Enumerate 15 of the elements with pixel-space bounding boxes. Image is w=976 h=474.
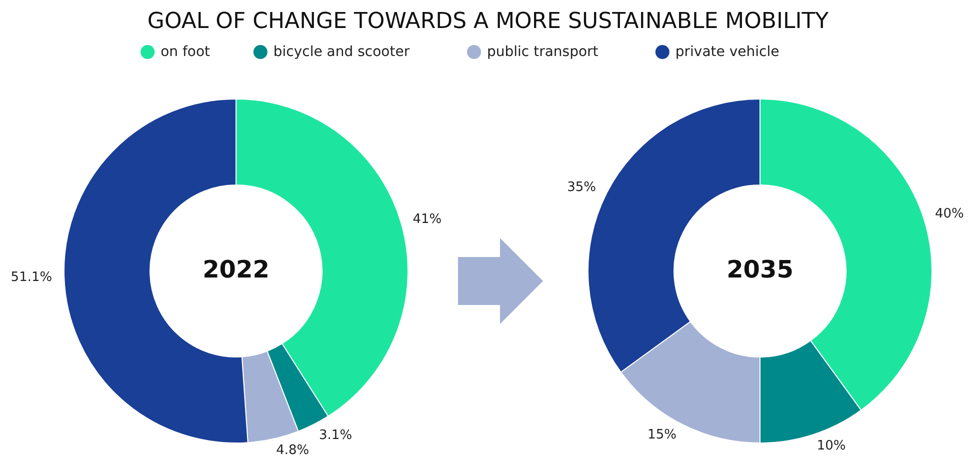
legend-label: on foot: [160, 44, 211, 60]
data-label: 41%: [412, 212, 442, 228]
data-label: 15%: [648, 427, 676, 443]
data-label: 10%: [816, 438, 846, 454]
data-label: 4.8%: [276, 443, 310, 458]
text: 2022: [202, 256, 270, 284]
data-label: 35%: [567, 180, 596, 196]
data-label: 3.1%: [319, 428, 352, 443]
data-label: 40%: [934, 206, 964, 222]
legend-label: bicycle and scooter: [273, 44, 410, 60]
legend-label: private vehicle: [675, 44, 780, 60]
legend-label: public transport: [487, 44, 599, 60]
text: GOAL OF CHANGE TOWARDS A MORE SUSTAINABLE MOBILITY: [147, 9, 830, 34]
text: 2035: [726, 256, 794, 284]
data-label: 51.1%: [10, 270, 52, 285]
